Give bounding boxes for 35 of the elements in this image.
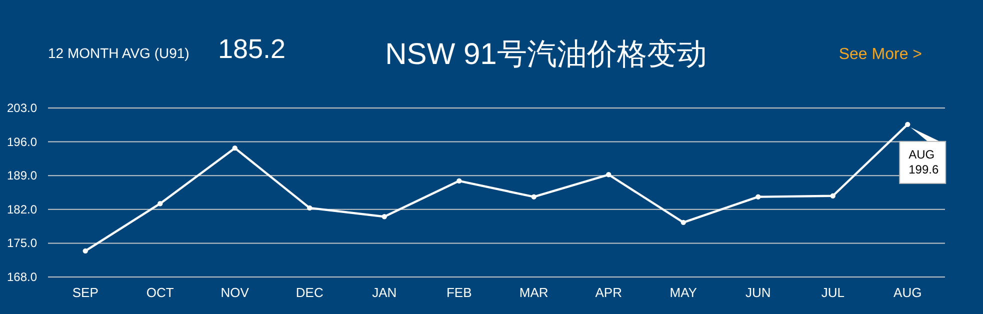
x-tick-label: SEP — [72, 285, 98, 300]
point — [680, 220, 686, 226]
x-tick-label: AUG — [894, 285, 922, 300]
point — [382, 214, 387, 220]
point — [232, 145, 238, 151]
point — [531, 194, 536, 200]
x-tick-label: JUN — [745, 285, 771, 300]
x-tick-label: JUL — [821, 285, 844, 300]
y-tick-label: 203.0 — [6, 101, 38, 115]
y-tick-label: 182.0 — [6, 202, 38, 216]
text: See More > — [838, 46, 922, 63]
x-tick-label: MAR — [519, 285, 548, 300]
point — [82, 248, 88, 254]
point — [606, 172, 612, 178]
x-tick-label: FEB — [446, 285, 472, 300]
chart-title: NSW 91号汽油价格变动 — [385, 38, 707, 71]
x-tick-label: NOV — [220, 285, 250, 300]
text: 185.2 — [218, 34, 286, 64]
x-tick-label: DEC — [296, 285, 324, 300]
x-tick-label: MAY — [670, 285, 698, 300]
y-tick-label: 196.0 — [6, 134, 38, 149]
point — [905, 122, 910, 128]
x-tick-label: OCT — [146, 285, 174, 300]
annotation: AUG 199.6 — [908, 147, 939, 176]
point — [158, 201, 163, 206]
point — [456, 178, 462, 184]
x-tick-label: APR — [595, 285, 622, 300]
point — [307, 205, 312, 211]
text: 12 MONTH AVG (U91) — [48, 45, 190, 61]
y-tick-label: 175.0 — [6, 236, 38, 250]
point — [756, 194, 761, 200]
point — [830, 193, 836, 198]
x-tick-label: JAN — [372, 285, 397, 300]
y-tick-label: 189.0 — [6, 168, 38, 183]
y-tick-label: 168.0 — [6, 270, 38, 284]
